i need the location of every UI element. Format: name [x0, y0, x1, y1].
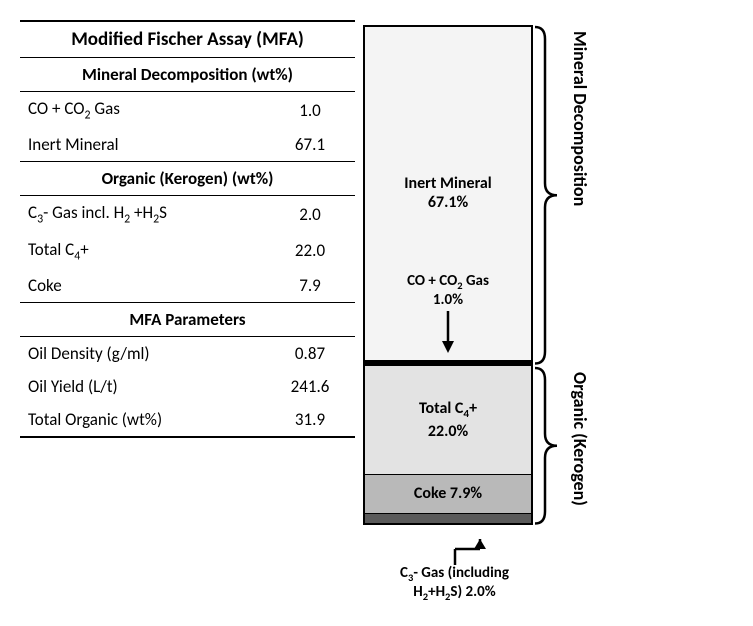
bar-segment-total_c4: Total C4+22.0% — [365, 365, 531, 474]
leader-c3-label: C3- Gas (includingH2+H2S) 2.0% — [400, 565, 509, 603]
table-section-header: Organic (Kerogen) (wt%) — [20, 162, 355, 196]
stacked-bar-wrap: Inert Mineral67.1%Total C4+22.0%Coke 7.9… — [363, 25, 563, 525]
table-section-header: MFA Parameters — [20, 303, 355, 337]
section-header-text: MFA Parameters — [20, 303, 355, 337]
brace-icon — [533, 366, 561, 526]
arrow-icon — [420, 539, 490, 565]
row-label: Total Organic (wt%) — [20, 403, 265, 437]
leader-co-co2: CO + CO2 Gas1.0% — [366, 273, 530, 353]
leader-c3-gas: C3- Gas (includingH2+H2S) 2.0% — [357, 537, 552, 603]
table-section-header: Mineral Decomposition (wt%) — [20, 58, 355, 92]
row-value: 7.9 — [265, 269, 355, 303]
brace-icon — [533, 25, 561, 366]
section-header-text: Mineral Decomposition (wt%) — [20, 58, 355, 92]
row-label: Coke — [20, 269, 265, 303]
row-value: 67.1 — [265, 128, 355, 162]
row-value: 2.0 — [265, 196, 355, 233]
table-title: Modified Fischer Assay (MFA) — [20, 21, 355, 58]
arrow-icon — [434, 311, 462, 353]
row-value: 0.87 — [265, 337, 355, 371]
row-value: 22.0 — [265, 233, 355, 269]
leader-co-co2-label: CO + CO2 Gas1.0% — [407, 273, 489, 309]
table-row: CO + CO2 Gas1.0 — [20, 92, 355, 129]
row-label: Inert Mineral — [20, 128, 265, 162]
row-label: Total C4+ — [20, 233, 265, 269]
row-value: 1.0 — [265, 92, 355, 129]
table-row: Oil Density (g/ml)0.87 — [20, 337, 355, 371]
table-row: Inert Mineral67.1 — [20, 128, 355, 162]
row-label: C3- Gas incl. H2 +H2S — [20, 196, 265, 233]
section-header-text: Organic (Kerogen) (wt%) — [20, 162, 355, 196]
table-row: Total Organic (wt%)31.9 — [20, 403, 355, 437]
brace-column: Mineral DecompositionOrganic (Kerogen) — [533, 25, 563, 525]
row-value: 31.9 — [265, 403, 355, 437]
mfa-table: Modified Fischer Assay (MFA) Mineral Dec… — [20, 20, 355, 438]
bar-segment-c3_gas — [365, 513, 531, 523]
brace-label: Organic (Kerogen) — [569, 372, 591, 520]
table-row: Coke7.9 — [20, 269, 355, 303]
brace-label: Mineral Decomposition — [569, 31, 591, 360]
figure-container: Modified Fischer Assay (MFA) Mineral Dec… — [20, 20, 733, 525]
table-row: Oil Yield (L/t)241.6 — [20, 370, 355, 403]
row-label: CO + CO2 Gas — [20, 92, 265, 129]
table-row: C3- Gas incl. H2 +H2S2.0 — [20, 196, 355, 233]
row-label: Oil Density (g/ml) — [20, 337, 265, 371]
row-value: 241.6 — [265, 370, 355, 403]
table-row: Total C4+22.0 — [20, 233, 355, 269]
bar-segment-coke: Coke 7.9% — [365, 474, 531, 513]
row-label: Oil Yield (L/t) — [20, 370, 265, 403]
table-title-row: Modified Fischer Assay (MFA) — [20, 21, 355, 58]
